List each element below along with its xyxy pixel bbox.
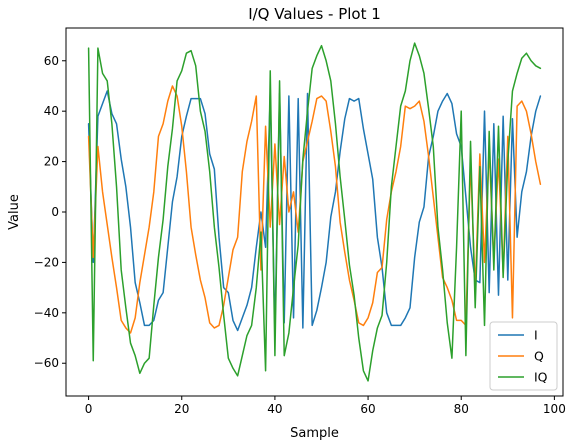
legend-label-iq: IQ bbox=[534, 370, 548, 385]
chart-title: I/Q Values - Plot 1 bbox=[248, 5, 381, 23]
y-tick-label: −60 bbox=[34, 356, 59, 370]
series-line-iq bbox=[87, 42, 542, 382]
series-line-i bbox=[87, 90, 542, 334]
x-axis-title: Sample bbox=[290, 426, 339, 441]
legend: IQ IQ bbox=[489, 321, 558, 391]
y-tick-label: −40 bbox=[34, 306, 59, 320]
legend-label-i: I bbox=[534, 328, 538, 343]
y-axis-title: Value bbox=[7, 194, 22, 230]
y-tick-label: 0 bbox=[51, 205, 59, 219]
y-tick-label: 20 bbox=[44, 155, 59, 169]
x-tick-label: 60 bbox=[360, 402, 375, 416]
x-axis: 0 20 40 60 80 100 bbox=[85, 396, 566, 416]
y-axis: −60 −40 −20 0 20 40 60 bbox=[34, 54, 66, 370]
y-tick-label: 40 bbox=[44, 104, 59, 118]
plot-frame bbox=[65, 27, 564, 397]
x-tick-label: 80 bbox=[454, 402, 469, 416]
y-tick-label: 60 bbox=[44, 54, 59, 68]
plot-area bbox=[87, 42, 542, 382]
x-tick-label: 0 bbox=[85, 402, 93, 416]
x-tick-label: 100 bbox=[543, 402, 566, 416]
y-tick-label: −20 bbox=[34, 255, 59, 269]
x-tick-label: 40 bbox=[267, 402, 282, 416]
x-tick-label: 20 bbox=[174, 402, 189, 416]
legend-label-q: Q bbox=[534, 349, 544, 364]
